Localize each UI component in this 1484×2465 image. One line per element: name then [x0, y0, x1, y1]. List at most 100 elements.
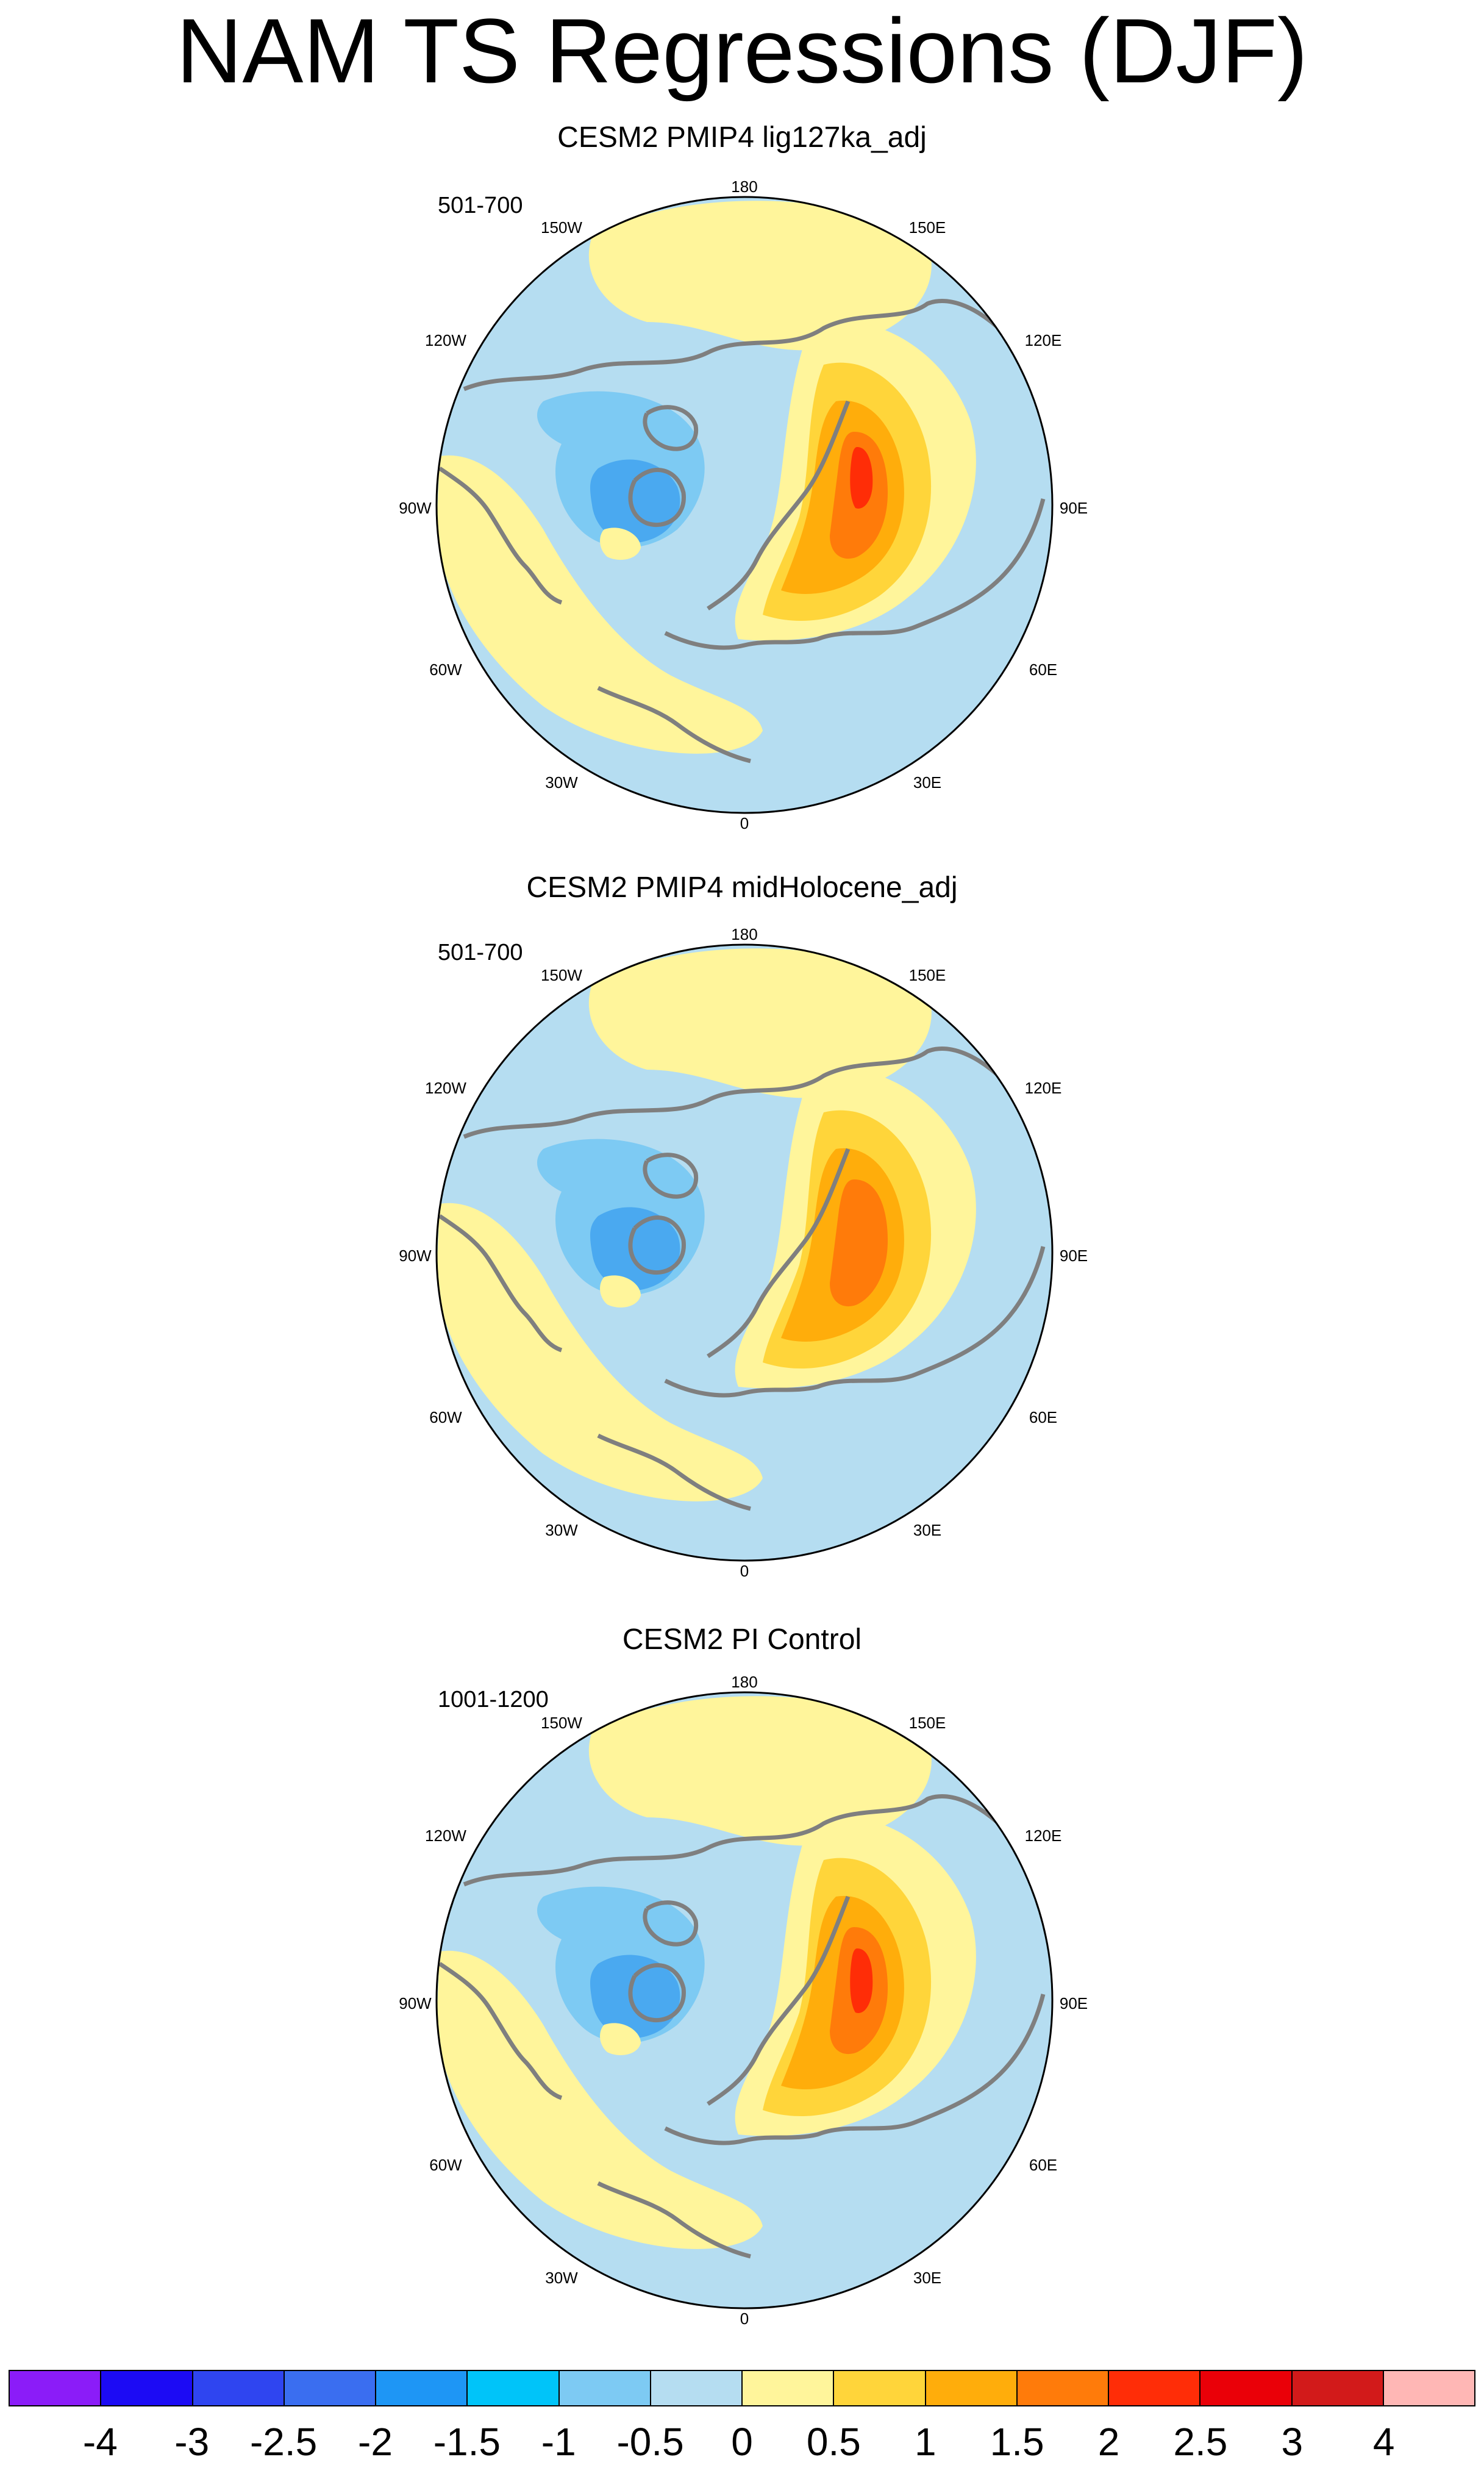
polar-map-3: 180 150E 120E 90E 60E 30E 0 30W 60W 90W 120W 150W	[399, 1673, 1088, 2328]
longitude-label: 120W	[425, 331, 466, 349]
longitude-label: 60W	[429, 2156, 462, 2174]
coastline	[707, 400, 851, 610]
colorbar-swatch	[101, 2371, 193, 2405]
coastline	[628, 1963, 686, 2023]
panel-title-1: CESM2 PMIP4 lig127ka_adj	[557, 121, 927, 154]
map-border	[435, 196, 1054, 814]
coastline	[463, 1794, 1027, 1887]
longitude-label: 90W	[399, 1994, 432, 2012]
longitude-label: 30W	[545, 773, 578, 792]
colorbar-tick-label: -2.5	[249, 2420, 318, 2464]
colorbar-swatch	[193, 2371, 285, 2405]
panel-title-3: CESM2 PI Control	[622, 1623, 862, 1656]
coastline	[597, 2181, 751, 2259]
longitude-label: 120E	[1025, 331, 1062, 349]
colorbar-swatch	[651, 2371, 743, 2405]
colorbar-swatch	[284, 2371, 376, 2405]
longitude-label: 0	[740, 2309, 749, 2328]
colorbar-tick-label: -4	[82, 2420, 118, 2464]
anomaly-region	[588, 201, 932, 351]
map-border	[435, 943, 1054, 1562]
coastline	[463, 299, 1027, 392]
polar-map-2: 180 150E 120E 90E 60E 30E 0 30W 60W 90W 120W 150W	[399, 925, 1088, 1580]
colorbar-tick-label: 1.5	[990, 2420, 1044, 2464]
colorbar-swatch	[743, 2371, 835, 2405]
longitude-label: 0	[740, 814, 749, 832]
colorbar-tick-label: -1.5	[433, 2420, 501, 2464]
longitude-label: 180	[731, 177, 757, 196]
panel-title-2: CESM2 PMIP4 midHolocene_adj	[526, 871, 958, 904]
anomaly-region	[600, 528, 641, 560]
colorbar-swatch	[1383, 2371, 1474, 2405]
polar-map-1: 180 150E 120E 90E 60E 30E 0 30W 60W 90W 120W 150W	[399, 177, 1088, 832]
longitude-label: 0	[740, 1562, 749, 1580]
coastline	[438, 1214, 563, 1353]
anomaly-region	[590, 1955, 680, 2038]
longitude-label: 90E	[1060, 1247, 1088, 1265]
colorbar-tick-label: 2.5	[1173, 2420, 1228, 2464]
coastline	[438, 467, 563, 605]
coastline	[643, 405, 699, 451]
longitude-label: 150W	[541, 218, 582, 237]
longitude-label: 150E	[909, 218, 946, 237]
map-field	[437, 945, 1052, 1561]
longitude-label: 150E	[909, 1714, 946, 1732]
colorbar-swatch	[376, 2371, 468, 2405]
longitude-label: 120W	[425, 1826, 466, 1845]
longitude-label: 90E	[1060, 499, 1088, 517]
coastline	[707, 1148, 851, 1358]
coastline	[628, 468, 686, 528]
longitude-label: 180	[731, 1673, 757, 1691]
anomaly-region	[588, 1696, 932, 1846]
colorbar-swatch	[1292, 2371, 1384, 2405]
longitude-label: 30E	[913, 2269, 941, 2287]
longitude-label: 30W	[545, 1521, 578, 1539]
anomaly-peak	[850, 447, 873, 509]
longitude-label: 60E	[1029, 1408, 1057, 1426]
colorbar-tick-label: -1	[541, 2420, 576, 2464]
colorbar-swatch	[1109, 2371, 1201, 2405]
year-range-1: 501-700	[438, 193, 523, 218]
anomaly-region	[590, 459, 680, 543]
longitude-label: 60E	[1029, 2156, 1057, 2174]
colorbar-tick-label: 4	[1372, 2420, 1395, 2464]
colorbar-swatch	[468, 2371, 560, 2405]
longitude-label: 120W	[425, 1079, 466, 1097]
anomaly-region	[437, 1203, 763, 1501]
map-field	[437, 1692, 1052, 2308]
colorbar-tick-label: -0.5	[616, 2420, 684, 2464]
colorbar-swatch	[1200, 2371, 1293, 2405]
coastline	[664, 1994, 1046, 2145]
longitude-label: 120E	[1025, 1826, 1062, 1845]
colorbar-tick-label: 2	[1097, 2420, 1120, 2464]
colorbar-swatch	[926, 2371, 1018, 2405]
coastline	[707, 1895, 851, 2106]
coastline	[463, 1046, 1027, 1139]
anomaly-region	[437, 1950, 763, 2249]
longitude-label: 90W	[399, 1247, 432, 1265]
longitude-label: 60E	[1029, 660, 1057, 679]
colorbar-swatch	[834, 2371, 926, 2405]
coastline	[664, 1246, 1046, 1398]
colorbar-labels: -4 -3 -2.5 -2 -1.5 -1 -0.5 0 0.5 1 1.5 2 2.5 3 4	[0, 2422, 1484, 2465]
coastline	[438, 1962, 563, 2100]
longitude-label: 30E	[913, 773, 941, 792]
longitude-label: 120E	[1025, 1079, 1062, 1097]
colorbar-tick-label: -3	[174, 2420, 210, 2464]
anomaly-region	[600, 1275, 641, 1308]
coastline	[597, 1433, 751, 1511]
coastline	[628, 1215, 686, 1275]
coastline	[643, 1900, 699, 1947]
anomaly-region	[590, 1207, 680, 1290]
longitude-label: 150W	[541, 1714, 582, 1732]
year-range-2: 501-700	[438, 940, 523, 965]
colorbar-swatch	[559, 2371, 651, 2405]
coastline	[664, 498, 1046, 650]
colorbar-swatch	[10, 2371, 102, 2405]
longitude-label: 180	[731, 925, 757, 943]
colorbar-swatch	[1017, 2371, 1109, 2405]
map-border	[435, 1691, 1054, 2309]
colorbar-tick-label: -2	[358, 2420, 393, 2464]
colorbar-tick-label: 3	[1281, 2420, 1304, 2464]
map-field	[437, 197, 1052, 813]
